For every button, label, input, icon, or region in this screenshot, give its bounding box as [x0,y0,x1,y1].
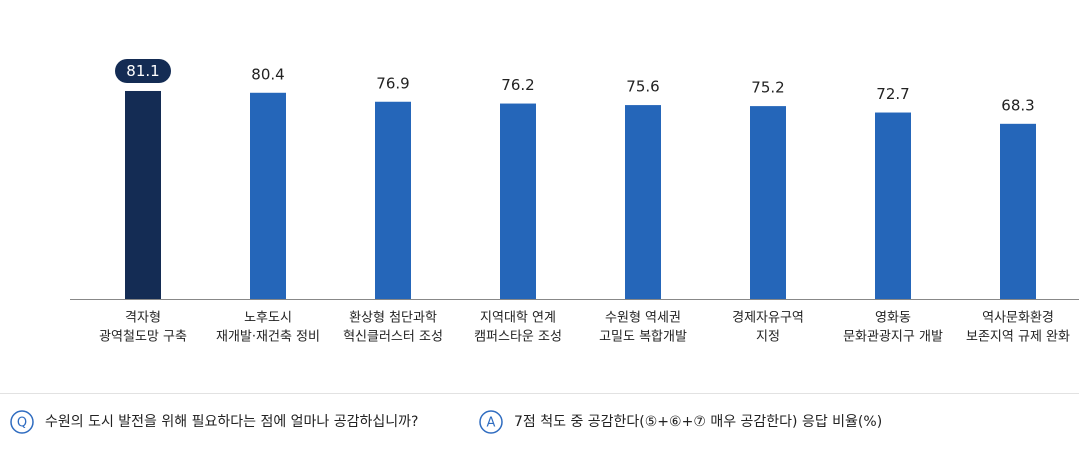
x-tick-label: 경제자유구역 [732,311,804,326]
x-tick-label: 환상형 첨단과학 [349,311,437,326]
value-label: 72.7 [876,85,909,103]
x-tick-label: 재개발·재건축 정비 [216,330,320,345]
q-marker: Q [17,416,27,431]
value-label: 68.3 [1001,96,1034,114]
x-tick-label: 격자형 [125,311,161,326]
x-tick-label: 지정 [756,330,780,345]
value-label: 75.6 [626,78,659,96]
answer-text: 7점 척도 중 공감한다(⑤+⑥+⑦ 매우 공감한다) 응답 비율(%) [514,414,882,430]
x-tick-label: 수원형 역세권 [605,311,681,326]
value-label: 81.1 [126,62,159,80]
bar [375,101,411,300]
bar [625,105,661,299]
bar [750,106,786,299]
value-label: 75.2 [751,79,784,97]
bar [500,103,536,299]
bar [250,92,286,299]
bar [875,112,911,299]
x-tick-label: 보존지역 규제 완화 [966,330,1070,345]
x-tick-label: 노후도시 [244,311,292,326]
value-pill [115,58,171,83]
bar [125,90,161,299]
x-tick-label: 고밀도 복합개발 [599,330,687,345]
q-icon [10,410,34,434]
bar [1000,123,1036,299]
question-text: 수원의 도시 발전을 위해 필요하다는 점에 얼마나 공감하십니까? [45,414,418,430]
x-tick-label: 문화관광지구 개발 [843,330,943,345]
x-tick-label: 지역대학 연계 [480,311,556,326]
a-marker: A [487,416,496,431]
value-label: 76.2 [501,76,534,94]
value-label: 80.4 [251,65,284,83]
x-tick-label: 영화동 [875,311,911,326]
a-icon [479,410,503,434]
x-tick-label: 역사문화환경 [982,311,1054,326]
x-tick-label: 캠퍼스타운 조성 [474,330,562,345]
value-label: 76.9 [376,74,409,92]
x-tick-label: 혁신클러스터 조성 [343,330,443,345]
x-tick-label: 광역철도망 구축 [99,330,187,345]
